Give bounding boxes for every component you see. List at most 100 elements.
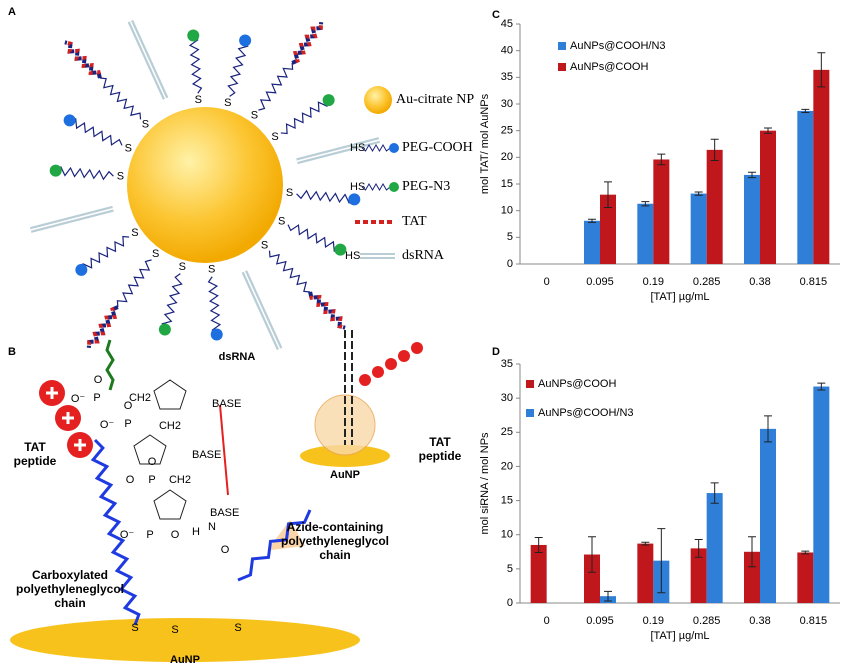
peg-chain <box>258 62 294 111</box>
base-label: BASE <box>210 507 239 519</box>
dsrna-strand <box>129 20 167 99</box>
y-tick-label: 30 <box>501 98 513 110</box>
tat-chain <box>308 291 346 330</box>
thiol-label: S <box>286 187 293 199</box>
peg-end <box>158 323 171 336</box>
base-label: BASE <box>192 449 221 461</box>
peg-end <box>49 164 62 177</box>
x-tick-label: 0.815 <box>800 276 828 288</box>
plus <box>74 439 86 451</box>
peg-chain <box>188 35 203 94</box>
peg-chain <box>69 118 123 146</box>
tat-chain <box>291 22 324 65</box>
y-tick-label: 35 <box>501 358 513 370</box>
chem-label: CH2 <box>129 392 151 404</box>
x-tick-label: 0.095 <box>586 276 614 288</box>
bar <box>637 203 654 264</box>
chem-label: S <box>171 624 178 636</box>
legend-text: TAT <box>402 214 427 229</box>
x-tick-label: 0.19 <box>643 276 664 288</box>
peg-end <box>322 94 335 107</box>
thiol-label: S <box>251 110 258 122</box>
chem-label: S <box>131 622 138 634</box>
bar <box>797 552 814 603</box>
panel-label: B <box>8 346 16 358</box>
error-bar <box>710 138 719 162</box>
chem-label: O⁻ <box>120 529 135 541</box>
error-bar <box>694 191 703 196</box>
bar <box>797 110 814 264</box>
y-axis-label: mol TAT/ mol AuNPs <box>479 93 491 194</box>
y-tick-label: 25 <box>501 125 513 137</box>
thiol-label: S <box>117 171 124 183</box>
peg-chain <box>161 273 183 330</box>
peg-chain <box>280 99 330 135</box>
b-label: dsRNA <box>219 351 256 363</box>
y-tick-label: 5 <box>507 563 513 575</box>
x-tick-label: 0.285 <box>693 276 721 288</box>
tat-chain <box>86 305 119 348</box>
tat-bead <box>398 350 410 362</box>
x-tick-label: 0.38 <box>749 615 770 627</box>
bar <box>530 544 547 603</box>
error-bar <box>748 171 756 179</box>
bar <box>760 428 776 603</box>
error-bar <box>604 181 612 208</box>
peg-chain <box>227 40 249 97</box>
x-tick-label: 0.095 <box>586 615 614 627</box>
peg-end <box>239 34 252 47</box>
sugar-ring <box>153 489 187 520</box>
tat-chain <box>308 291 346 330</box>
error-bar <box>534 536 543 553</box>
dsrna-strand <box>243 271 281 350</box>
peg-end <box>348 193 361 206</box>
peg-end <box>334 243 347 256</box>
peg-end <box>210 328 223 341</box>
y-tick-label: 5 <box>507 231 513 243</box>
y-tick-label: 10 <box>501 205 513 217</box>
thiol-label: S <box>142 118 149 130</box>
panel-label: D <box>492 346 500 358</box>
tat-chain <box>291 22 324 65</box>
bar <box>584 220 600 264</box>
thiol-label: S <box>131 227 138 239</box>
peg-chain <box>237 509 312 582</box>
b-label: Azide-containing polyethyleneglycol chai… <box>280 520 390 562</box>
sugar-ring <box>133 434 167 465</box>
error-bar <box>764 127 772 134</box>
gold-surface <box>300 445 390 467</box>
b-label: TAT peptide <box>418 435 462 463</box>
legend-np <box>364 86 392 114</box>
bar <box>637 543 654 603</box>
legend-label: AuNPs@COOH/N3 <box>570 40 666 52</box>
hs-label: HS <box>345 250 360 262</box>
chem-label: N <box>208 521 216 533</box>
bar <box>744 551 760 603</box>
y-tick-label: 10 <box>501 529 513 541</box>
legend-swatch <box>526 380 534 388</box>
error-bar <box>657 528 666 594</box>
legend-swatch <box>558 63 566 71</box>
legend-end <box>389 143 399 153</box>
chem-label: P <box>124 418 131 430</box>
thiol-label: S <box>208 264 215 276</box>
thiol-label: S <box>179 261 186 273</box>
gold-surface <box>10 618 360 662</box>
y-tick-label: 20 <box>501 460 513 472</box>
hs-label: HS <box>350 181 365 193</box>
base-label: BASE <box>212 398 241 410</box>
legend-chain <box>361 144 391 152</box>
bar <box>690 193 707 264</box>
bar <box>706 493 723 603</box>
chem-label: O <box>94 374 103 386</box>
dsrna-strand <box>30 208 114 231</box>
y-tick-label: 35 <box>501 71 513 83</box>
chem-label: CH2 <box>159 420 181 432</box>
bar <box>690 548 707 603</box>
b-label: AuNP <box>170 654 200 666</box>
peg-chain <box>268 250 311 293</box>
chem-label: P <box>93 392 100 404</box>
panel-label: A <box>8 6 16 18</box>
